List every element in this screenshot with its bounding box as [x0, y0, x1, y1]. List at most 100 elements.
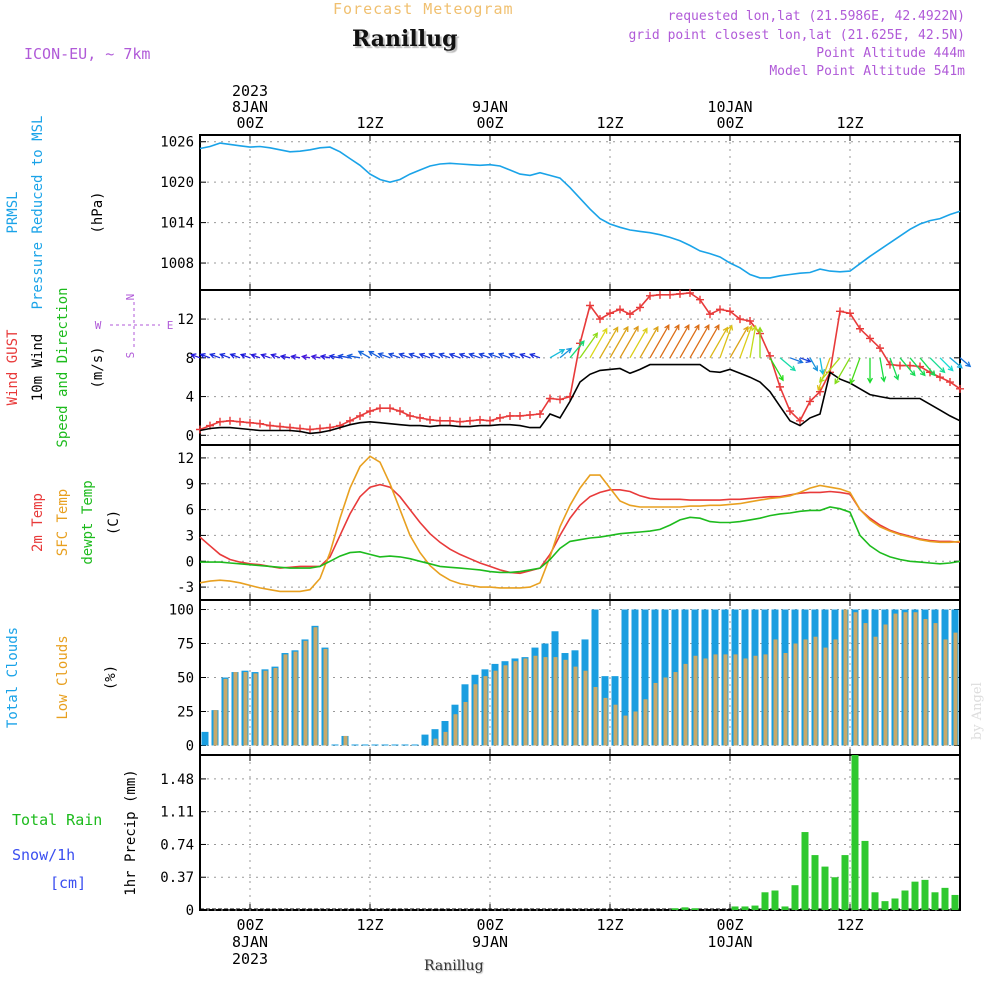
wind-arrow	[337, 353, 351, 360]
low-cloud-bar	[213, 710, 218, 746]
gust-marker	[616, 305, 624, 314]
gust-marker	[446, 416, 454, 425]
rain-bar	[891, 898, 899, 910]
wind-arrow	[799, 357, 812, 364]
gust-marker	[306, 425, 314, 434]
y-axis-label: Total Clouds	[5, 627, 21, 728]
gust-marker	[626, 310, 634, 319]
bottom-time-label: 00Z	[236, 916, 263, 934]
gust-marker	[516, 411, 524, 420]
wind-arrow	[867, 357, 873, 384]
low-cloud-bar	[303, 640, 308, 746]
wind-arrow	[649, 324, 670, 359]
gust-marker	[346, 416, 354, 425]
wind-arrow	[357, 350, 371, 359]
rain-bar	[811, 855, 819, 910]
wind-arrow	[579, 332, 599, 359]
y-axis-label: Speed and Direction	[55, 287, 71, 447]
y-tick-label: 0	[186, 903, 194, 919]
low-cloud-bar	[223, 678, 228, 746]
low-cloud-bar	[733, 654, 738, 746]
top-time-label: 00Z	[716, 114, 743, 132]
rain-bar	[681, 907, 689, 910]
total-cloud-bar	[631, 609, 639, 746]
low-cloud-bar	[483, 676, 488, 746]
total-cloud-bar	[431, 729, 439, 746]
gust-marker	[216, 417, 224, 426]
low-cloud-bar	[233, 672, 238, 746]
gust-marker	[876, 344, 884, 353]
low-cloud-bar	[243, 672, 248, 746]
y-axis-label: dewpt Temp	[80, 480, 96, 564]
gust-marker	[866, 334, 874, 343]
gust-marker	[366, 407, 374, 416]
low-cloud-bar	[293, 651, 298, 746]
series-line-2m-temp	[199, 483, 961, 575]
gust-marker	[656, 290, 664, 299]
wind-arrow	[519, 352, 531, 359]
gust-marker	[316, 424, 324, 433]
y-axis-label: Wind GUST	[5, 329, 21, 405]
gust-marker	[936, 373, 944, 382]
gust-marker	[726, 307, 734, 316]
wind-arrow	[328, 353, 341, 360]
compass-s-label: S	[124, 352, 137, 359]
gust-marker	[586, 301, 594, 310]
wind-arrow	[398, 352, 411, 359]
panel-frame	[199, 134, 961, 291]
gust-marker	[246, 418, 254, 427]
total-cloud-bar	[401, 744, 409, 746]
low-cloud-bar	[793, 643, 798, 746]
series-line-10m-wind	[199, 363, 961, 435]
gust-marker	[736, 315, 744, 324]
bottom-time-label: 12Z	[596, 916, 623, 934]
y-tick-label: 4	[186, 390, 194, 406]
wind-arrow	[669, 324, 690, 359]
wind-arrow	[899, 357, 916, 377]
top-time-label: 00Z	[476, 114, 503, 132]
total-cloud-bar	[651, 609, 659, 746]
y-axis-label: 2m Temp	[30, 493, 46, 552]
top-time-label: 2023	[232, 82, 268, 100]
y-tick-label: 0	[186, 738, 194, 754]
wind-arrow	[428, 352, 441, 359]
low-cloud-bar	[493, 670, 498, 746]
low-cloud-bar	[813, 636, 818, 746]
low-cloud-bar	[653, 682, 658, 746]
rain-bar	[731, 906, 739, 910]
y-axis-label: Pressure Reduced to MSL	[30, 116, 46, 310]
compass-e-label: E	[167, 319, 174, 332]
gust-marker	[386, 404, 394, 413]
low-cloud-bar	[693, 655, 698, 746]
low-cloud-bar	[663, 677, 668, 746]
y-tick-label: 12	[177, 451, 194, 467]
rain-bar	[901, 890, 909, 910]
y-tick-label: 6	[186, 503, 194, 519]
gust-marker	[456, 417, 464, 426]
y-tick-label: 1008	[160, 256, 194, 272]
wind-arrow	[689, 324, 710, 359]
wind-arrow	[559, 347, 573, 359]
gust-marker	[226, 416, 234, 425]
wind-arrow	[279, 353, 291, 360]
gust-marker	[486, 416, 494, 425]
wind-arrow	[346, 353, 361, 360]
wind-arrow	[719, 324, 734, 359]
y-axis-label: 1hr Precip (mm)	[123, 769, 139, 895]
rain-bar	[881, 901, 889, 910]
wind-arrow	[629, 327, 648, 359]
low-cloud-bar	[803, 639, 808, 746]
gust-marker	[666, 290, 674, 299]
rain-bar	[911, 881, 919, 910]
low-cloud-bar	[513, 661, 518, 746]
low-cloud-bar	[263, 670, 268, 746]
wind-arrow	[438, 352, 451, 359]
panel-wind: 0 4 8 12 Wind GUST 10m Wind Speed and Directio…	[5, 287, 972, 448]
series-line-dewpt-temp	[200, 506, 961, 574]
model-point-altitude: Model Point Altitude 541m	[769, 64, 965, 79]
wind-arrow	[387, 352, 401, 359]
low-cloud-bar	[673, 672, 678, 746]
wind-arrow	[368, 350, 381, 359]
compass-n-label: N	[124, 294, 137, 301]
y-tick-label: 0.37	[160, 870, 194, 886]
